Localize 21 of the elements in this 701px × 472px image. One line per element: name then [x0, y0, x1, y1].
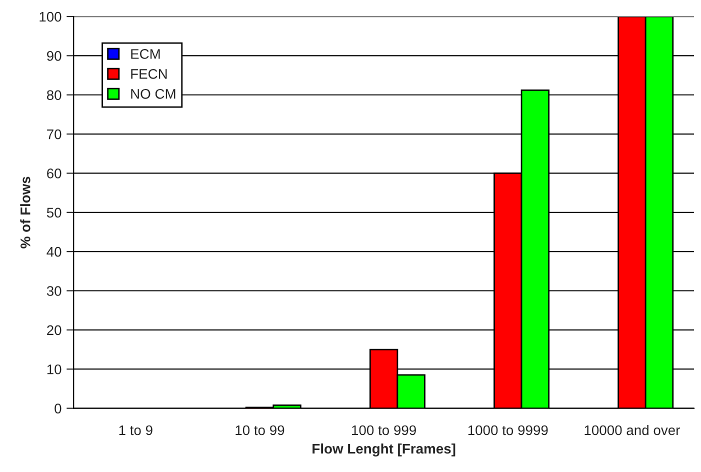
y-tick-label: 60 [47, 168, 62, 178]
y-tick-label: 0 [54, 404, 62, 414]
y-tick-label: 40 [46, 246, 62, 257]
y-tick-label: 90 [47, 51, 62, 61]
x-tick-label: 100 to 999 [352, 425, 416, 436]
y-tick-label: 70 [47, 129, 62, 140]
y-tick-label: 80 [46, 90, 62, 100]
legend-label: NO CM [131, 88, 176, 99]
y-tick-label: 30 [46, 286, 62, 296]
x-axis-title: Flow Lenght [Frames] [312, 443, 456, 456]
legend-label: ECM [131, 49, 160, 59]
y-tick-label: 100 [40, 12, 62, 22]
x-tick-label: 1 to 9 [119, 425, 152, 436]
legend-label: FECN [131, 69, 167, 79]
y-axis-title: % of Flows [20, 176, 30, 248]
x-tick-label: 10000 and over [584, 424, 680, 436]
y-tick-label: 20 [47, 325, 62, 336]
y-tick-label: 10 [47, 364, 62, 374]
y-tick-label: 50 [46, 208, 62, 218]
x-tick-label: 1000 to 9999 [468, 425, 548, 436]
x-tick-label: 10 to 99 [236, 425, 284, 436]
